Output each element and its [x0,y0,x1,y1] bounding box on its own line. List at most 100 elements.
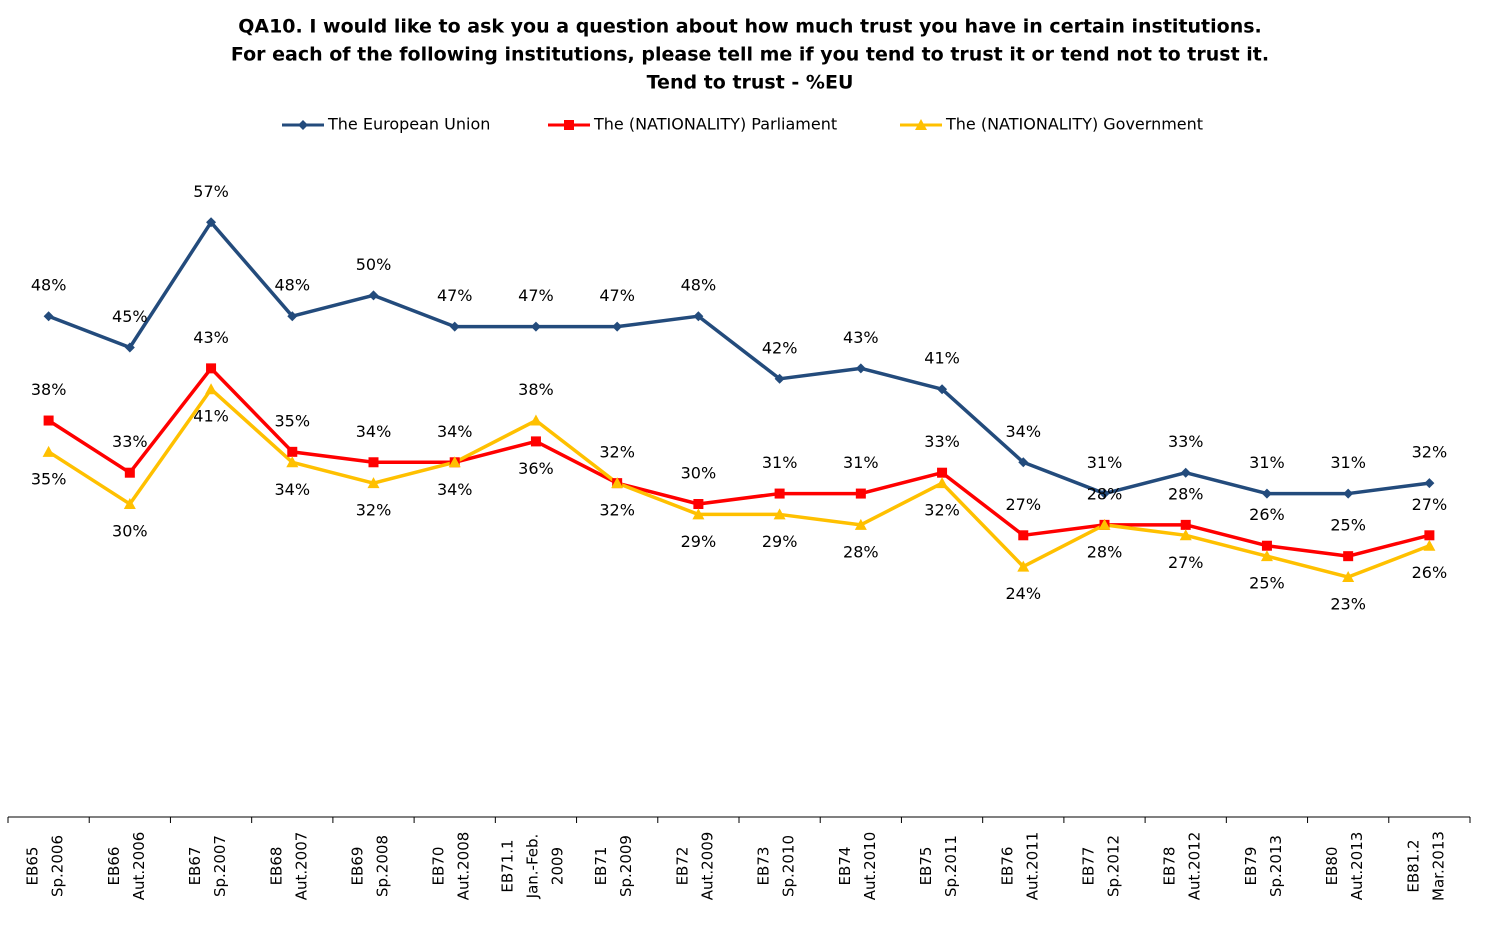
point [123,498,136,509]
point [937,467,948,478]
data-label: 47% [599,286,635,305]
data-label: 31% [1330,453,1366,472]
point [855,363,866,374]
data-label: 29% [681,532,717,551]
data-label: 32% [599,501,635,520]
x-tick-label: EB72 [673,847,691,886]
data-label: 28% [1168,484,1204,503]
point [206,217,217,228]
data-label: 48% [274,276,310,295]
point [368,290,379,301]
legend-label: The (NATIONALITY) Government [945,115,1203,134]
x-tick-label: EB66 [105,847,123,886]
data-label: 31% [1249,453,1285,472]
x-tick-label: Aut.2007 [292,832,310,901]
data-label: 28% [1087,484,1123,503]
point [1018,457,1029,468]
data-label: 43% [843,328,879,347]
point [774,373,785,384]
point [1424,478,1435,489]
x-tick-label: EB74 [836,847,854,886]
x-tick-label: EB67 [186,847,204,886]
x-tick-label: EB75 [917,847,935,886]
data-label: 57% [193,182,229,201]
data-label: 28% [843,542,879,561]
data-label: 31% [1087,453,1123,472]
point [693,311,704,322]
data-label: 36% [518,459,554,478]
data-label: 41% [193,407,229,426]
data-label: 38% [518,380,554,399]
x-tick-label: Aut.2010 [861,832,879,901]
data-label: 23% [1330,595,1366,614]
legend-label: The (NATIONALITY) Parliament [593,115,837,134]
data-label: 29% [762,532,798,551]
data-label: 25% [1330,516,1366,535]
data-label: 27% [1005,495,1041,514]
legend-label: The European Union [327,115,490,134]
data-label: 31% [843,453,879,472]
x-tick-label: Sp.2009 [617,835,635,897]
data-label: 27% [1412,495,1448,514]
point [1180,519,1191,530]
legend-marker [915,119,927,130]
point [43,415,54,426]
point [1261,488,1272,499]
point [124,342,135,353]
point [286,456,299,468]
x-tick-label: EB81.2 [1404,839,1422,892]
data-label: 33% [1168,432,1204,451]
x-tick-label: Sp.2012 [1105,835,1123,897]
point [855,488,866,499]
point [774,488,785,499]
data-label: 26% [1412,563,1448,582]
series-line [47,387,1431,579]
data-label: 25% [1249,574,1285,593]
point [692,508,705,520]
data-label: 31% [762,453,798,472]
x-tick-label: EB68 [267,847,285,886]
point [693,499,704,509]
point [42,445,55,457]
data-label: 34% [437,422,473,441]
x-tick-label: EB71.1 [498,839,516,892]
data-label: 50% [356,255,392,274]
point [368,457,379,468]
data-label: 33% [924,432,960,451]
x-tick-label: Sp.2011 [942,835,960,897]
point [529,414,542,426]
point [530,321,541,332]
data-label: 32% [1412,443,1448,462]
data-label: 35% [274,411,310,430]
data-label: 30% [681,464,717,483]
series-line [47,366,1430,558]
x-tick-label: EB80 [1323,847,1341,886]
data-label: 45% [112,307,148,326]
chart-title: For each of the following institutions, … [231,44,1269,66]
point [1261,540,1272,551]
point [1098,518,1111,530]
x-tick-label: Mar.2013 [1429,831,1447,901]
data-label: 35% [31,469,67,488]
point [936,477,949,489]
point [1423,539,1436,551]
data-label: 24% [1005,584,1041,603]
x-tick-label: EB71 [592,847,610,886]
point [287,446,298,457]
point [205,383,218,395]
x-tick-label: Aut.2012 [1186,832,1204,901]
point [448,456,461,468]
point [611,477,624,489]
x-tick-label: Sp.2006 [49,835,67,897]
x-tick-label: Aut.2009 [698,832,716,901]
point [854,518,867,530]
data-label: 34% [274,480,310,499]
chart-title: QA10. I would like to ask you a question… [238,16,1262,38]
point [530,436,541,447]
x-tick-label: Aut.2011 [1023,832,1041,901]
point [449,321,460,332]
data-label: 32% [599,443,635,462]
legend-marker [564,120,574,130]
x-tick-label: EB70 [430,847,448,886]
data-label: 47% [437,286,473,305]
